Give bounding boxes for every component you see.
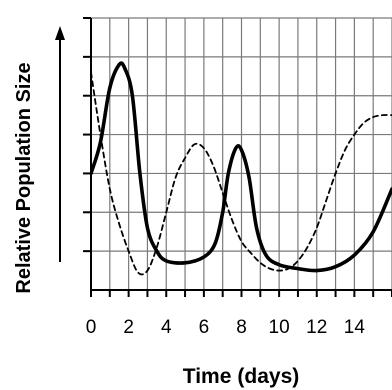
- chart-axes: [83, 17, 392, 297]
- x-axis-label-unit: (days): [237, 365, 299, 388]
- x-tick-label: 2: [123, 317, 134, 338]
- x-axis-label-main: Time: [183, 365, 232, 388]
- series-line-dashed: [91, 71, 392, 276]
- x-tick-label: 10: [269, 317, 290, 338]
- y-axis-label-group: Relative Population Size: [13, 26, 65, 294]
- chart-series: [91, 61, 392, 276]
- chart-grid: [91, 17, 392, 290]
- x-tick-label: 0: [86, 317, 97, 338]
- x-tick-label: 14: [344, 317, 366, 338]
- y-axis-arrowhead: [55, 26, 65, 40]
- x-tick-label: 8: [236, 317, 247, 338]
- x-tick-label: 6: [199, 317, 210, 338]
- x-tick-label: 4: [161, 317, 172, 338]
- series-line-solid: [91, 61, 392, 273]
- x-axis-label: Time (days): [183, 365, 300, 388]
- y-axis-label: Relative Population Size: [13, 62, 35, 293]
- x-tick-label: 12: [306, 317, 327, 338]
- x-tick-labels: 0 2 4 6 8 10 12 14: [86, 317, 366, 338]
